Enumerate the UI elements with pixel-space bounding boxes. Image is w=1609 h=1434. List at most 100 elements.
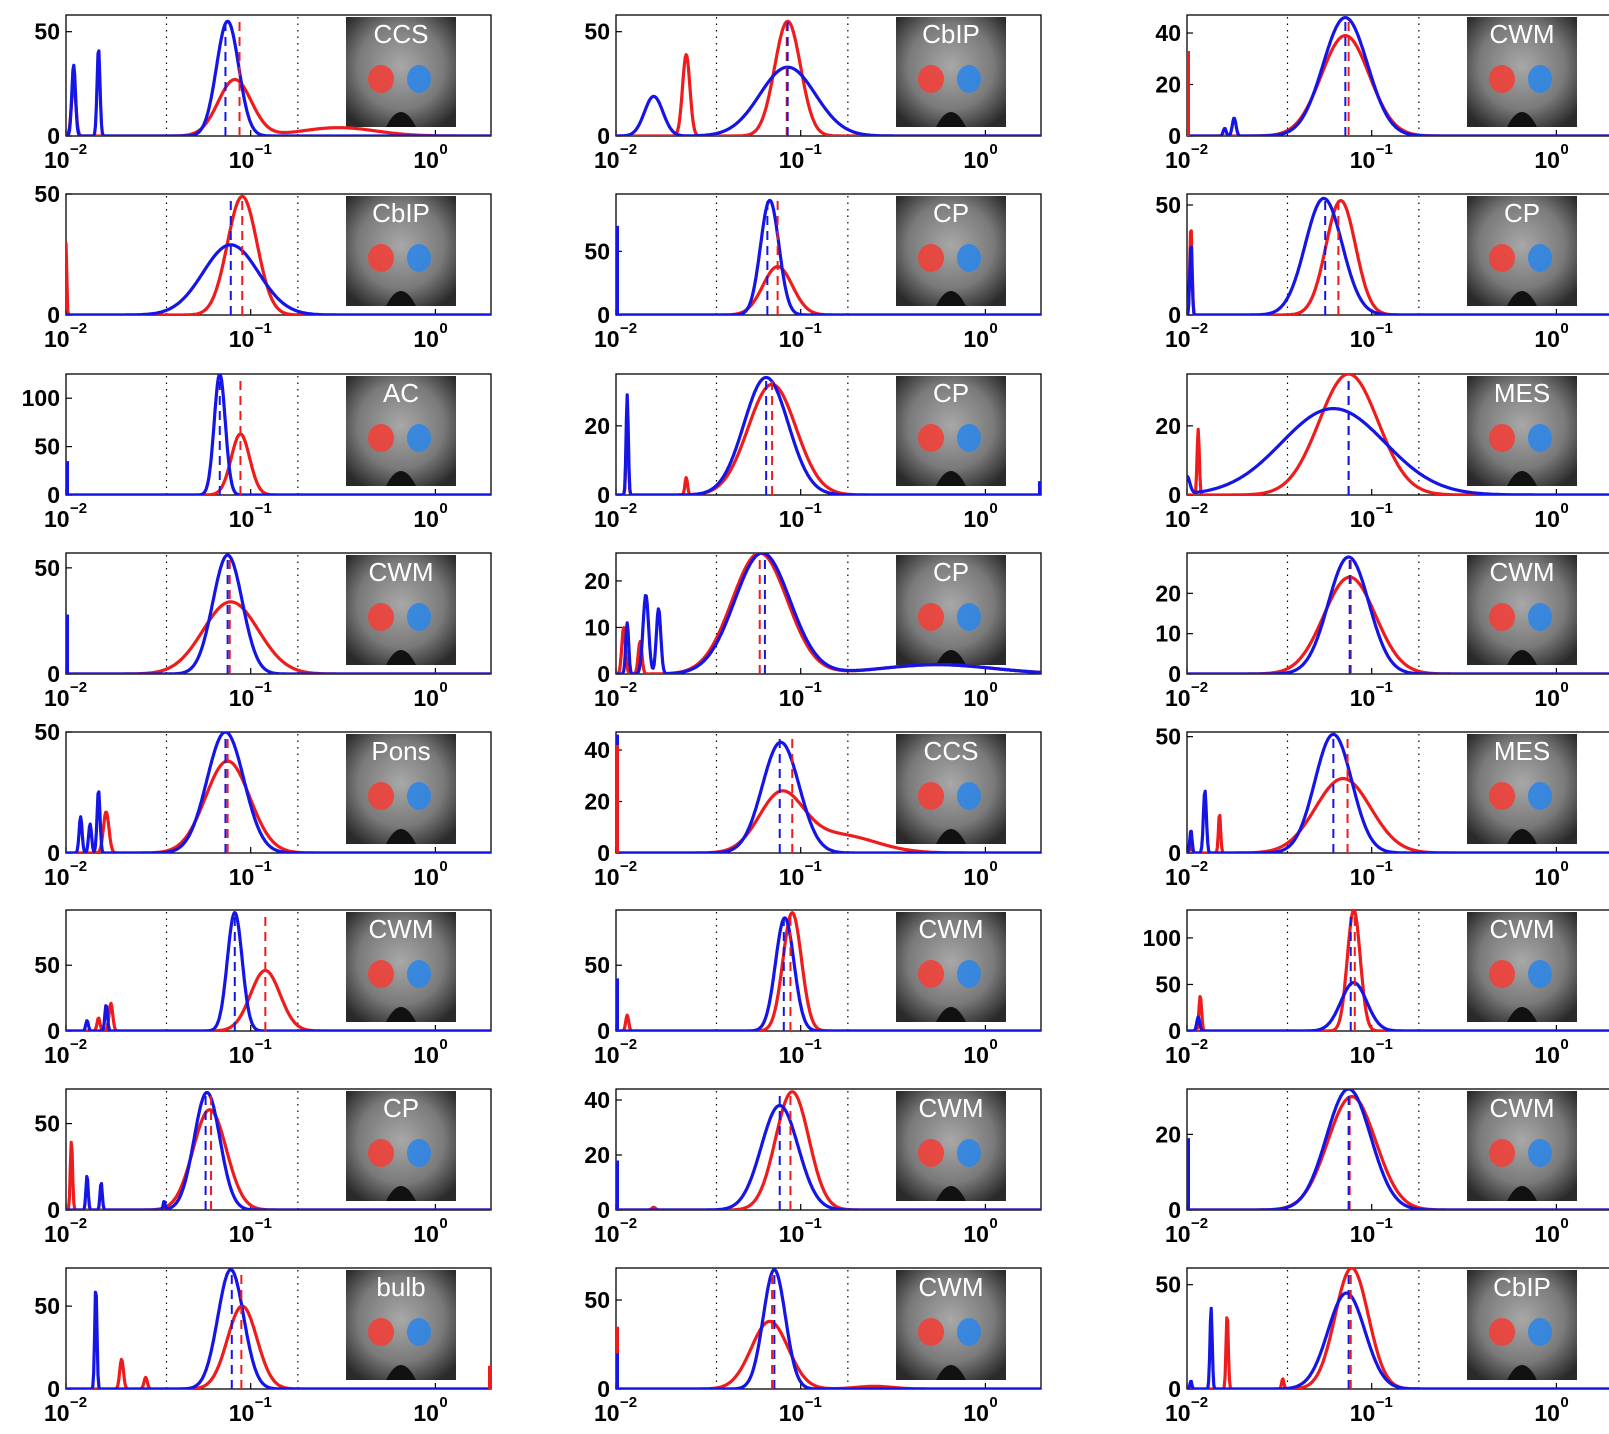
inset-anatomy-shadow [1507, 112, 1537, 127]
blue-series-line [1187, 1089, 1609, 1210]
x-tick-label: 10 [413, 1221, 439, 1247]
inset-background [1467, 196, 1577, 306]
inset-image: CP [1467, 196, 1577, 306]
x-tick-label: 10 [1350, 147, 1376, 173]
y-tick-label: 50 [1155, 1272, 1181, 1298]
x-tick-exponent: 0 [439, 320, 447, 337]
curves [1187, 1268, 1609, 1389]
blue-region-marker [407, 603, 431, 631]
y-tick-label: 50 [584, 19, 610, 45]
inset-background [896, 1270, 1006, 1380]
curves [1187, 732, 1609, 853]
inset-label: CP [933, 557, 969, 587]
x-tick-label: 10 [1350, 685, 1376, 711]
inset-image: CP [896, 376, 1006, 486]
blue-region-marker [407, 960, 431, 988]
inset-label: MES [1494, 736, 1550, 766]
blue-series-line [616, 1103, 1041, 1210]
inset-image: MES [1467, 376, 1577, 486]
x-tick-exponent: −2 [1191, 679, 1208, 696]
y-tick-label: 0 [47, 1376, 60, 1402]
y-tick-label: 0 [47, 302, 60, 328]
curves [1187, 1089, 1609, 1210]
y-tick-label: 0 [47, 123, 60, 149]
x-tick-label: 10 [779, 147, 805, 173]
x-tick-exponent: −1 [1376, 141, 1393, 158]
y-tick-label: 0 [1168, 661, 1181, 687]
x-tick-label: 10 [44, 1400, 70, 1426]
y-tick-label: 50 [34, 555, 60, 581]
blue-series-line [1187, 555, 1609, 674]
x-tick-label: 10 [779, 326, 805, 352]
x-tick-exponent: 0 [1560, 500, 1568, 517]
y-tick-label: 0 [1168, 1197, 1181, 1223]
x-tick-label: 10 [1534, 147, 1560, 173]
y-tick-label: 0 [597, 840, 610, 866]
x-tick-exponent: −1 [805, 1394, 822, 1411]
red-region-marker [918, 424, 944, 452]
x-tick-exponent: −2 [620, 1394, 637, 1411]
inset-label: CP [933, 378, 969, 408]
x-tick-label: 10 [44, 506, 70, 532]
y-tick-label: 20 [584, 1142, 610, 1168]
x-tick-exponent: 0 [439, 500, 447, 517]
inset-background [896, 1091, 1006, 1201]
red-region-marker [918, 960, 944, 988]
x-tick-exponent: −1 [1376, 1036, 1393, 1053]
x-tick-label: 10 [1350, 864, 1376, 890]
x-tick-exponent: −1 [805, 500, 822, 517]
y-tick-label: 40 [584, 1087, 610, 1113]
red-region-marker [368, 603, 394, 631]
curves [1187, 910, 1609, 1031]
inset-image: CWM [1467, 1091, 1577, 1201]
y-tick-label: 50 [1155, 724, 1181, 750]
inset-anatomy-shadow [1507, 1365, 1537, 1380]
y-tick-label: 0 [1168, 123, 1181, 149]
inset-image: bulb [346, 1270, 456, 1380]
x-tick-label: 10 [1165, 326, 1191, 352]
blue-region-marker [957, 244, 981, 272]
y-tick-label: 0 [597, 1197, 610, 1223]
y-tick-label: 0 [597, 123, 610, 149]
blue-region-marker [1528, 1318, 1552, 1346]
blue-region-marker [957, 424, 981, 452]
x-tick-label: 10 [44, 685, 70, 711]
x-tick-exponent: 0 [1560, 141, 1568, 158]
inset-image: AC [346, 376, 456, 486]
red-series-line [66, 759, 491, 853]
x-tick-label: 10 [779, 1400, 805, 1426]
blue-series-line [616, 375, 1041, 495]
inset-label: CbIP [1493, 1272, 1551, 1302]
y-tick-label: 50 [34, 434, 60, 460]
x-tick-exponent: −1 [1376, 500, 1393, 517]
curves [1187, 16, 1609, 136]
inset-anatomy-shadow [936, 1365, 966, 1380]
inset-background [1467, 1270, 1577, 1380]
inset-label: AC [383, 378, 419, 408]
x-tick-exponent: 0 [989, 500, 997, 517]
red-series-line [616, 1090, 1041, 1210]
x-tick-exponent: 0 [989, 1394, 997, 1411]
red-region-marker [368, 782, 394, 810]
x-tick-exponent: 0 [1560, 1394, 1568, 1411]
y-tick-label: 20 [584, 789, 610, 815]
red-region-marker [368, 1139, 394, 1167]
red-region-marker [1489, 65, 1515, 93]
inset-background [896, 17, 1006, 127]
y-tick-label: 0 [597, 482, 610, 508]
y-tick-label: 50 [34, 1293, 60, 1319]
inset-anatomy-shadow [386, 1365, 416, 1380]
x-tick-exponent: 0 [439, 1215, 447, 1232]
x-tick-label: 10 [963, 685, 989, 711]
inset-label: CbIP [372, 198, 430, 228]
inset-image: CWM [1467, 912, 1577, 1022]
x-tick-label: 10 [1534, 864, 1560, 890]
